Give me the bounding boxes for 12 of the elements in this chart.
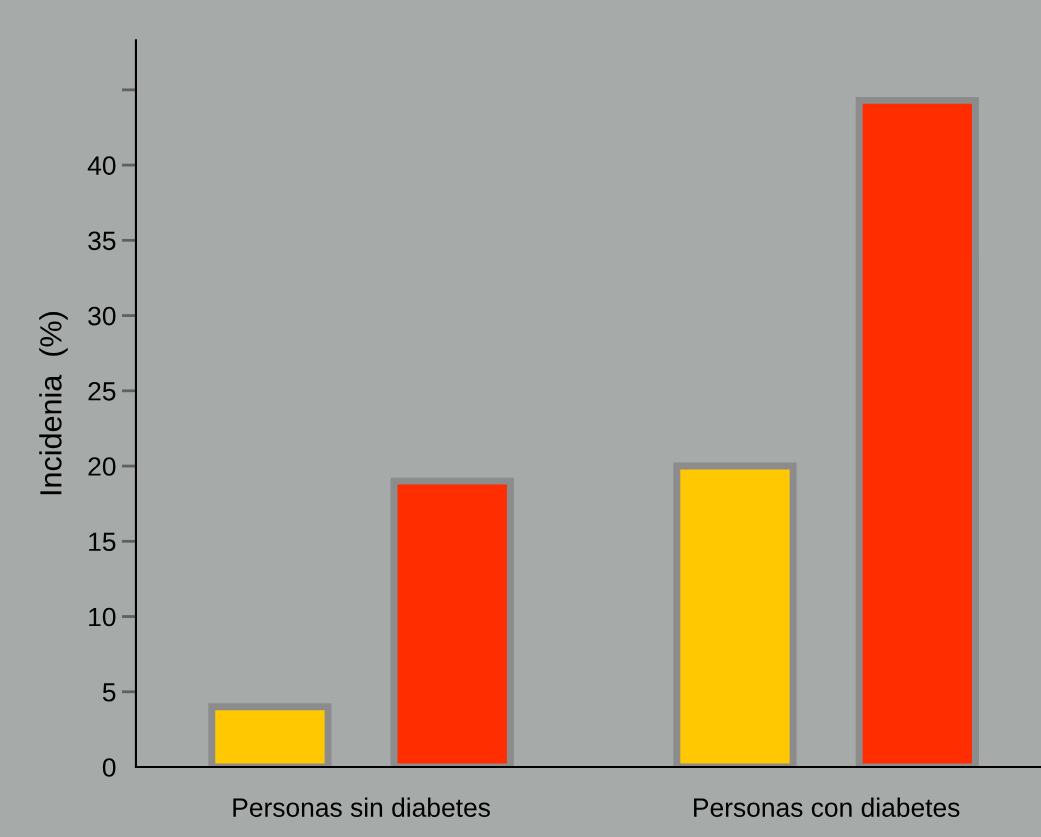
y-tick-label: 30 xyxy=(88,306,116,326)
y-tick-label: 15 xyxy=(89,532,116,552)
y-tick-label: 5 xyxy=(102,683,116,702)
x-tick-label: Personas con diabetes xyxy=(694,797,960,817)
y-tick-label: 40 xyxy=(87,156,116,175)
y-tick-label: 35 xyxy=(88,231,116,251)
x-tick-label: Personas sin diabetes xyxy=(233,797,490,817)
y-axis-title: Incidenia (%) xyxy=(39,312,68,495)
y-tick-label: 0 xyxy=(102,758,116,777)
y-tick-label: 20 xyxy=(88,457,116,476)
y-tick-label: 10 xyxy=(89,607,116,627)
y-tick-label: 25 xyxy=(88,381,116,401)
